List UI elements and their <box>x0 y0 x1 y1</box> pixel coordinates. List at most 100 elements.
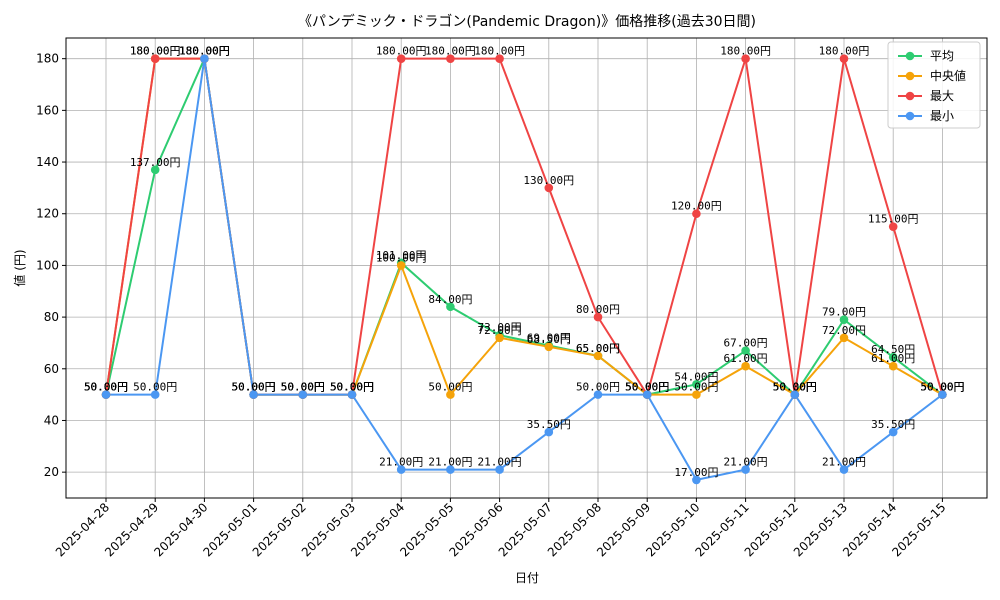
data-label: 100.00円 <box>376 251 427 264</box>
x-axis: 2025-04-282025-04-292025-04-302025-05-01… <box>53 498 949 559</box>
data-label: 21.00円 <box>379 456 423 469</box>
data-label: 101.00円 <box>376 249 427 262</box>
data-label: 80.00円 <box>576 303 620 316</box>
y-tick-label: 160 <box>36 103 59 117</box>
data-point <box>150 390 160 399</box>
data-point <box>396 465 406 474</box>
data-point <box>101 390 111 399</box>
data-point <box>249 390 258 399</box>
data-label: 61.00円 <box>724 352 768 365</box>
data-point <box>200 54 209 63</box>
data-label: 50.00円 <box>281 381 325 394</box>
legend-swatch-marker <box>905 51 915 61</box>
data-point <box>544 427 554 437</box>
data-point <box>741 361 750 371</box>
data-label: 50.00円 <box>920 381 964 394</box>
data-label: 50.00円 <box>281 381 325 394</box>
data-label: 180.00円 <box>179 45 230 58</box>
data-point <box>741 465 750 474</box>
data-label: 50.00円 <box>773 381 817 394</box>
series-line-1 <box>105 55 944 397</box>
data-point <box>888 352 898 362</box>
data-point <box>741 346 750 355</box>
data-label: 50.00円 <box>330 381 374 394</box>
data-point <box>692 475 701 485</box>
data-point <box>446 54 455 63</box>
data-point <box>593 312 603 322</box>
data-point <box>347 390 357 399</box>
data-point <box>888 427 898 437</box>
data-point <box>150 54 160 63</box>
legend-swatch-marker <box>905 111 915 121</box>
data-label: 180.00円 <box>179 45 230 58</box>
data-label: 50.00円 <box>281 381 325 394</box>
data-label: 50.00円 <box>84 381 128 394</box>
data-label: 50.00円 <box>920 381 964 394</box>
data-label: 180.00円 <box>376 45 427 58</box>
data-point <box>495 54 504 63</box>
legend-label: 平均 <box>930 49 954 63</box>
data-point <box>150 165 160 175</box>
data-label: 50.00円 <box>232 381 276 394</box>
data-point <box>544 183 554 193</box>
data-label: 50.00円 <box>773 381 817 394</box>
data-point <box>298 390 308 399</box>
y-axis-title: 値 (円) <box>12 249 27 286</box>
data-label: 50.00円 <box>84 381 128 394</box>
data-label: 180.00円 <box>819 45 870 58</box>
data-point <box>642 390 652 399</box>
data-point <box>544 342 554 352</box>
data-point <box>446 302 455 312</box>
data-label: 50.00円 <box>625 381 669 394</box>
data-point <box>839 333 849 343</box>
legend-box <box>887 41 981 129</box>
y-tick-label: 80 <box>44 310 59 324</box>
data-label: 69.00円 <box>527 332 571 345</box>
data-point <box>495 333 504 343</box>
data-label: 180.00円 <box>179 45 230 58</box>
data-point <box>692 390 701 399</box>
data-label: 50.00円 <box>920 381 964 394</box>
data-labels: 50.00円 137.00円 180.00円 50.00円 50.00円 50.00円 10… <box>84 45 965 479</box>
legend-swatch-marker <box>905 71 915 81</box>
data-point <box>396 54 406 63</box>
legend-label: 最大 <box>930 89 954 103</box>
data-label: 72.00円 <box>822 324 866 337</box>
data-point <box>495 465 504 474</box>
data-label: 64.50円 <box>871 343 915 356</box>
y-axis: 20 40 60 80 100 120 140 160 180 <box>36 52 66 479</box>
data-label: 180.00円 <box>130 45 181 58</box>
plot-area <box>65 37 988 499</box>
data-label: 50.00円 <box>133 381 177 394</box>
data-label: 120.00円 <box>671 200 722 213</box>
data-point <box>593 390 603 399</box>
y-tick-label: 40 <box>44 413 59 427</box>
data-label: 50.00円 <box>674 381 718 394</box>
data-label: 79.00円 <box>822 306 866 319</box>
data-point <box>839 315 849 324</box>
data-label: 21.00円 <box>428 456 472 469</box>
series-group <box>101 54 947 485</box>
x-axis-title: 日付 <box>515 571 539 585</box>
data-label: 65.00円 <box>576 342 620 355</box>
data-label: 21.00円 <box>724 456 768 469</box>
data-label: 21.00円 <box>478 456 522 469</box>
data-label: 35.50円 <box>527 418 571 431</box>
data-label: 180.00円 <box>720 45 771 58</box>
data-label: 61.00円 <box>871 352 915 365</box>
y-tick-label: 100 <box>36 258 59 272</box>
chart-title: 《パンデミック・ドラゴン(Pandemic Dragon)》価格推移(過去30日… <box>298 13 756 30</box>
data-label: 68.50円 <box>527 333 571 346</box>
data-label: 50.00円 <box>625 381 669 394</box>
data-point <box>888 222 898 231</box>
data-point <box>692 379 701 389</box>
data-label: 50.00円 <box>232 381 276 394</box>
legend-label: 最小 <box>930 109 954 123</box>
data-label: 50.00円 <box>281 381 325 394</box>
data-label: 50.00円 <box>330 381 374 394</box>
data-point <box>790 390 800 399</box>
data-label: 50.00円 <box>428 381 472 394</box>
data-label: 50.00円 <box>84 381 128 394</box>
